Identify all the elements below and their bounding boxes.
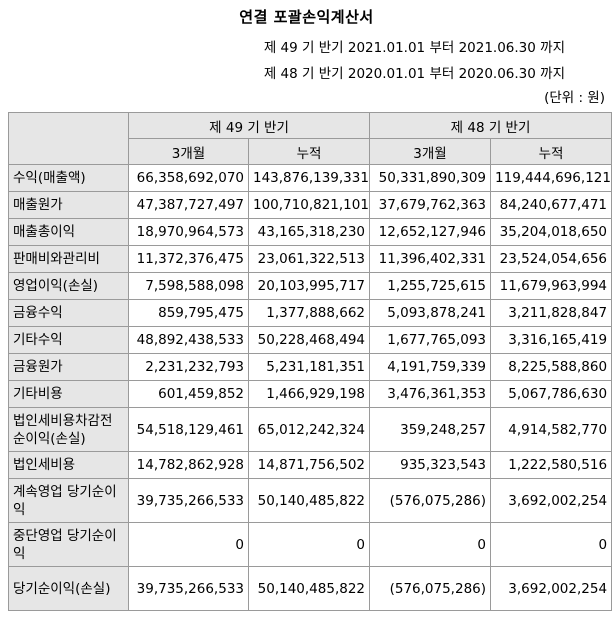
header-3month-48: 3개월 xyxy=(369,138,492,165)
row-value: 11,396,402,331 xyxy=(369,245,492,273)
row-value: 1,677,765,093 xyxy=(369,326,492,354)
row-value: 4,191,759,339 xyxy=(369,353,492,381)
row-value: 8,225,588,860 xyxy=(490,353,613,381)
row-value: 2,231,232,793 xyxy=(128,353,249,381)
row-value: 37,679,762,363 xyxy=(369,191,492,219)
row-label: 매출총이익 xyxy=(8,218,129,246)
row-value: 0 xyxy=(490,522,613,567)
row-value: 3,476,361,353 xyxy=(369,380,492,408)
row-label: 기타비용 xyxy=(8,380,129,408)
row-value: 601,459,852 xyxy=(128,380,249,408)
row-value: 50,331,890,309 xyxy=(369,164,492,192)
header-row-sub: 3개월 누적 3개월 누적 xyxy=(9,138,613,165)
row-value: (576,075,286) xyxy=(369,478,492,523)
row-label: 금융수익 xyxy=(8,299,129,327)
row-label: 계속영업 당기순이익 xyxy=(8,478,129,523)
row-value: 5,067,786,630 xyxy=(490,380,613,408)
row-value: 35,204,018,650 xyxy=(490,218,613,246)
row-value: 4,914,582,770 xyxy=(490,407,613,452)
header-cumulative-49: 누적 xyxy=(247,138,371,165)
row-value: 1,222,580,516 xyxy=(490,451,613,479)
row-value: 11,679,963,994 xyxy=(490,272,613,300)
row-label: 기타수익 xyxy=(8,326,129,354)
statement-title: 연결 포괄손익계산서 xyxy=(239,8,374,26)
row-value: 0 xyxy=(369,522,492,567)
row-value: 50,140,485,822 xyxy=(247,478,371,523)
header-corner xyxy=(8,112,129,165)
row-value: 859,795,475 xyxy=(128,299,249,327)
row-label: 금융원가 xyxy=(8,353,129,381)
row-value: 65,012,242,324 xyxy=(247,407,371,452)
period-prior: 제 48 기 반기 2020.01.01 부터 2020.06.30 까지 xyxy=(263,66,565,82)
row-value: 1,377,888,662 xyxy=(247,299,371,327)
row-value: 54,518,129,461 xyxy=(128,407,249,452)
table-row: 판매비와관리비 11,372,376,475 23,061,322,513 11,39… xyxy=(8,245,613,273)
row-label: 당기순이익(손실) xyxy=(8,566,129,611)
row-value: 100,710,821,101 xyxy=(247,191,371,219)
row-value: 3,692,002,254 xyxy=(490,566,613,611)
row-label: 판매비와관리비 xyxy=(8,245,129,273)
table-row: 수익(매출액) 66,358,692,070 143,876,139,331 50,3… xyxy=(8,164,613,192)
table-row: 당기순이익(손실) 39,735,266,533 50,140,485,822 (57… xyxy=(8,566,613,611)
row-value: 3,692,002,254 xyxy=(490,478,613,523)
table-row: 매출원가 47,387,727,497 100,710,821,101 37,679,… xyxy=(8,191,613,219)
row-value: 0 xyxy=(128,522,249,567)
header-cumulative-48: 누적 xyxy=(490,138,613,165)
row-value: 18,970,964,573 xyxy=(128,218,249,246)
row-value: 5,093,878,241 xyxy=(369,299,492,327)
row-value: 5,231,181,351 xyxy=(247,353,371,381)
row-label: 법인세비용차감전순이익(손실) xyxy=(8,407,129,452)
row-value: 119,444,696,121 xyxy=(490,164,613,192)
row-value: 50,228,468,494 xyxy=(247,326,371,354)
row-label: 법인세비용 xyxy=(8,451,129,479)
row-value: 1,255,725,615 xyxy=(369,272,492,300)
table-row: 중단영업 당기순이익 0 0 0 0 xyxy=(8,522,613,567)
row-label: 수익(매출액) xyxy=(8,164,129,192)
row-value: 0 xyxy=(247,522,371,567)
table-row: 금융수익 859,795,475 1,377,888,662 5,093,878,24… xyxy=(8,299,613,327)
table-row: 매출총이익 18,970,964,573 43,165,318,230 12,652,… xyxy=(8,218,613,246)
table-row: 법인세비용 14,782,862,928 14,871,756,502 935,323… xyxy=(8,451,613,479)
row-value: 1,466,929,198 xyxy=(247,380,371,408)
row-value: 935,323,543 xyxy=(369,451,492,479)
row-value: 47,387,727,497 xyxy=(128,191,249,219)
row-value: 50,140,485,822 xyxy=(247,566,371,611)
row-label: 영업이익(손실) xyxy=(8,272,129,300)
table-row: 금융원가 2,231,232,793 5,231,181,351 4,191,759,… xyxy=(8,353,613,381)
row-value: 23,524,054,656 xyxy=(490,245,613,273)
row-value: 84,240,677,471 xyxy=(490,191,613,219)
row-value: 12,652,127,946 xyxy=(369,218,492,246)
row-value: 43,165,318,230 xyxy=(247,218,371,246)
table-row: 법인세비용차감전순이익(손실) 54,518,129,461 65,012,242,… xyxy=(8,407,613,452)
period-current: 제 49 기 반기 2021.01.01 부터 2021.06.30 까지 xyxy=(263,40,565,56)
row-label: 매출원가 xyxy=(8,191,129,219)
row-value: 66,358,692,070 xyxy=(128,164,249,192)
table-row: 기타수익 48,892,438,533 50,228,468,494 1,677,76… xyxy=(8,326,613,354)
row-value: 14,782,862,928 xyxy=(128,451,249,479)
row-value: (576,075,286) xyxy=(369,566,492,611)
row-label: 중단영업 당기순이익 xyxy=(8,522,129,567)
income-statement-table: 제 49 기 반기 제 48 기 반기 3개월 누적 3개월 누적 수익(매출액… xyxy=(8,112,613,611)
row-value: 20,103,995,717 xyxy=(247,272,371,300)
header-row-periods: 제 49 기 반기 제 48 기 반기 xyxy=(8,112,613,165)
row-value: 14,871,756,502 xyxy=(247,451,371,479)
row-value: 48,892,438,533 xyxy=(128,326,249,354)
row-value: 11,372,376,475 xyxy=(128,245,249,273)
header-3month-49: 3개월 xyxy=(128,138,249,165)
row-value: 39,735,266,533 xyxy=(128,566,249,611)
header-period-49: 제 49 기 반기 xyxy=(127,112,371,139)
unit-label: (단위 : 원) xyxy=(544,90,605,106)
table-row: 영업이익(손실) 7,598,588,098 20,103,995,717 1,255… xyxy=(8,272,613,300)
row-value: 143,876,139,331 xyxy=(247,164,371,192)
row-value: 359,248,257 xyxy=(369,407,492,452)
row-value: 3,211,828,847 xyxy=(490,299,613,327)
row-value: 39,735,266,533 xyxy=(128,478,249,523)
table-row: 기타비용 601,459,852 1,466,929,198 3,476,361,35… xyxy=(8,380,613,408)
header-period-48: 제 48 기 반기 xyxy=(369,112,613,139)
row-value: 23,061,322,513 xyxy=(247,245,371,273)
row-value: 7,598,588,098 xyxy=(128,272,249,300)
table-body: 수익(매출액) 66,358,692,070 143,876,139,331 50,3… xyxy=(8,164,613,611)
row-value: 3,316,165,419 xyxy=(490,326,613,354)
table-row: 계속영업 당기순이익 39,735,266,533 50,140,485,822 (5… xyxy=(8,478,613,523)
